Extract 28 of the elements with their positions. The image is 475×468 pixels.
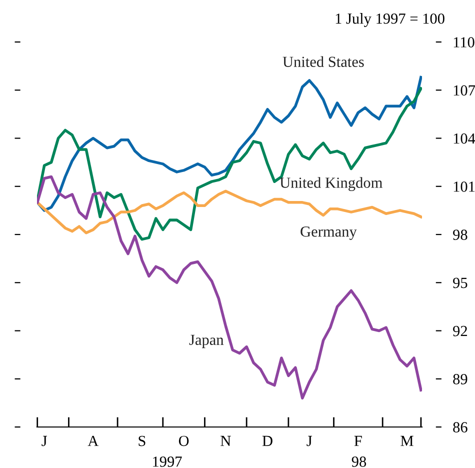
y-tick-label: 98 [453,230,468,240]
x-tick-label: S [138,436,146,446]
series-label: Germany [300,226,357,240]
y-tick-label: 104 [454,133,475,144]
x-tick-label: F [354,436,362,446]
x-tick-label: O [178,436,189,446]
y-tick-label: 92 [453,326,467,336]
y-tick-label: 101 [454,182,475,192]
x-tick-label: N [220,436,231,446]
x-tick-label: J [42,436,47,446]
series-label: United States [282,56,364,67]
y-tick-label: 86 [453,422,468,432]
line-series [37,87,422,241]
x-tick-label: A [88,436,99,446]
y-tick-label: 89 [453,374,468,384]
line-series [37,175,422,400]
y-tick-label: 107 [454,85,475,96]
series-label: Japan [189,334,224,348]
x-tick-label: J [306,436,312,446]
text: 98 [352,456,366,467]
x-tick-label: M [400,436,414,446]
text: 1997 [153,456,182,467]
text: 1 July 1997 = 100 [336,13,444,27]
y-tick-label: 110 [454,37,474,48]
y-tick-label: 95 [453,278,468,288]
series-label: United Kingdom [280,177,382,192]
line-series [37,76,422,212]
x-tick-label: D [262,436,272,446]
